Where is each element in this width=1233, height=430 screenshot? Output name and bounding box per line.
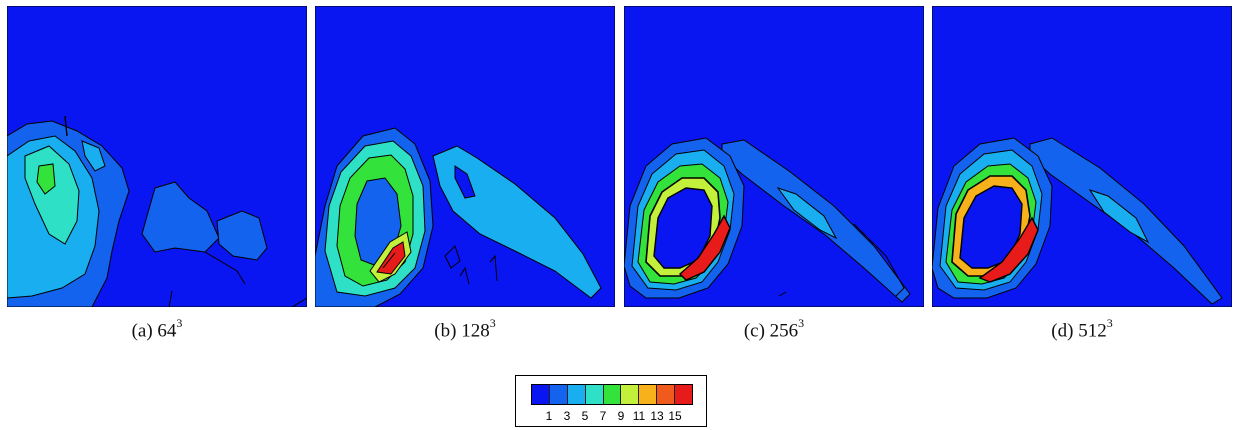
caption-a-text: (a) 64 <box>131 320 177 342</box>
colorbar-swatch <box>549 385 568 404</box>
panel-b-contour-plot <box>315 6 615 307</box>
caption-a-exponent: 3 <box>176 316 183 330</box>
colorbar-swatch <box>657 385 676 404</box>
caption-panel-b: (b) 1283 <box>315 316 615 342</box>
colorbar-swatch <box>567 385 586 404</box>
caption-panel-a: (a) 643 <box>7 316 307 342</box>
panel-c-contour-plot <box>624 6 924 307</box>
caption-b-exponent: 3 <box>489 316 496 330</box>
caption-c-text: (c) 256 <box>743 320 799 342</box>
colorbar-swatch <box>639 385 658 404</box>
colorbar-tick-label: 7 <box>599 409 607 423</box>
contour-plot-d-svg <box>932 6 1232 307</box>
colorbar-tick-label: 9 <box>617 409 625 423</box>
colorbar-tick-label: 1 <box>545 409 553 423</box>
colorbar-tick-label: 5 <box>581 409 589 423</box>
caption-d-text: (d) 512 <box>1051 320 1107 342</box>
colorbar-swatch <box>675 385 693 404</box>
contour-plot-c-svg <box>624 6 924 307</box>
colorbar-swatches <box>531 384 693 405</box>
contour-plot-a-svg <box>7 6 307 307</box>
colorbar-legend: 1 3 5 7 9 11 13 15 <box>515 375 707 427</box>
colorbar-swatch <box>603 385 622 404</box>
colorbar-swatch <box>621 385 640 404</box>
colorbar-tick-label: 3 <box>563 409 571 423</box>
caption-b-text: (b) 128 <box>434 320 490 342</box>
colorbar-swatch <box>585 385 604 404</box>
colorbar-tick-label: 15 <box>668 409 682 423</box>
caption-c-exponent: 3 <box>798 316 805 330</box>
caption-panel-c: (c) 2563 <box>624 316 924 342</box>
colorbar-swatch <box>532 385 550 404</box>
caption-d-exponent: 3 <box>1106 316 1113 330</box>
contour-plot-b-svg <box>315 6 615 307</box>
colorbar-tick-labels: 1 3 5 7 9 11 13 15 <box>531 409 693 423</box>
colorbar-tick-label: 11 <box>632 409 646 423</box>
colorbar-tick-label: 13 <box>650 409 664 423</box>
panel-d-contour-plot <box>932 6 1232 307</box>
panel-a-contour-plot <box>7 6 307 307</box>
caption-panel-d: (d) 5123 <box>932 316 1232 342</box>
